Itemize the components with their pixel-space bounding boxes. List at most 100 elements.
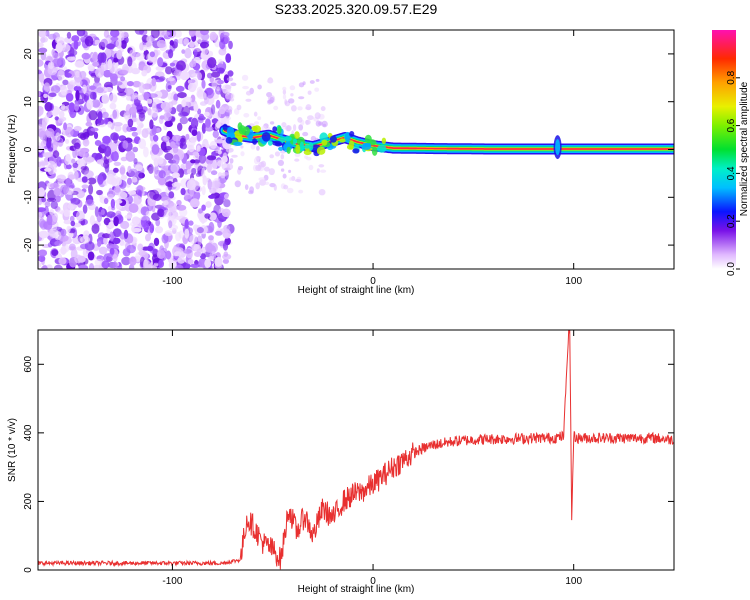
noise-blob [60,184,70,195]
noise-blob [56,209,65,214]
noise-blob [161,31,171,36]
noise-blob [244,184,249,191]
noise-blob [205,143,211,149]
noise-blob [103,180,108,186]
noise-blob [202,47,209,55]
signal-blob [295,144,301,154]
noise-blob [240,151,245,157]
noise-blob [193,103,199,112]
noise-blob [149,189,160,200]
noise-blob [97,52,105,63]
noise-blob [180,71,190,81]
noise-blob [169,62,176,67]
noise-blob [224,84,232,90]
noise-blob [138,250,146,256]
noise-blob [97,240,102,247]
noise-blob [308,164,314,171]
noise-blob [222,258,229,264]
signal-blob [377,144,387,153]
noise-blob [314,87,320,92]
noise-blob [302,131,309,137]
noise-blob [165,81,172,93]
noise-blob [81,176,88,183]
noise-blob [131,176,138,183]
noise-blob [110,150,119,162]
noise-blob [192,151,200,156]
signal-blob [319,132,329,143]
noise-blob [54,195,61,203]
noise-blob [121,31,129,38]
noise-blob [189,41,195,48]
noise-blob [67,49,78,57]
noise-blob [190,159,196,164]
noise-blob [154,226,164,234]
noise-blob [305,104,312,111]
noise-blob [112,109,118,119]
noise-blob [218,48,227,56]
noise-blob [307,115,314,121]
signal-blob [222,123,228,131]
noise-blob [43,93,48,99]
noise-blob [315,120,322,127]
noise-blob [101,233,112,239]
noise-blob [52,212,59,223]
signal-blob [253,125,261,133]
noise-blob [215,150,219,154]
noise-blob [196,131,201,142]
noise-blob [211,104,216,115]
signal-blob [339,138,346,143]
noise-blob [167,92,174,101]
noise-blob [138,112,146,122]
noise-blob [220,172,226,179]
noise-blob [201,204,206,211]
noise-blob [184,47,192,59]
signal-blob [283,135,292,142]
noise-blob [231,154,238,158]
noise-blob [294,179,302,182]
noise-blob [110,132,119,141]
noise-blob [273,105,279,111]
noise-blob [106,243,115,249]
noise-blob [204,213,211,219]
snr-ticks: -100 0 100 0 200 400 600 [23,330,674,587]
noise-blob [293,124,297,132]
signal-blob [294,131,300,140]
noise-blob [153,157,159,167]
noise-blob [172,144,179,154]
noise-blob [177,122,183,132]
noise-blob [160,101,171,111]
noise-blob [316,168,320,173]
noise-blob [179,116,189,125]
noise-blob [75,71,80,78]
noise-blob [183,38,189,45]
signal-blob [321,139,328,146]
noise-blob [314,112,321,120]
noise-blob [164,152,174,161]
noise-blob [96,211,103,223]
noise-blob [149,223,154,234]
noise-blob [125,150,136,162]
noise-blob [214,125,219,131]
noise-blob [39,161,49,166]
noise-blob [214,177,220,181]
noise-blob [127,56,133,67]
noise-blob [75,90,80,101]
y-tick-label: 20 [23,48,34,60]
noise-blob [172,172,180,179]
signal-blob [352,148,360,154]
noise-blob [230,93,235,100]
noise-blob [141,70,148,77]
noise-blob [153,237,160,247]
x-tick-label: 100 [565,276,582,287]
noise-blob [42,152,53,158]
noise-blob [205,242,214,253]
noise-blob [38,249,48,257]
noise-blob [191,167,197,175]
signal-blob [278,146,284,151]
noise-blob [205,87,215,99]
noise-blob [273,184,277,191]
noise-blob [118,191,128,200]
noise-blob [145,210,151,217]
noise-blob [234,180,241,188]
